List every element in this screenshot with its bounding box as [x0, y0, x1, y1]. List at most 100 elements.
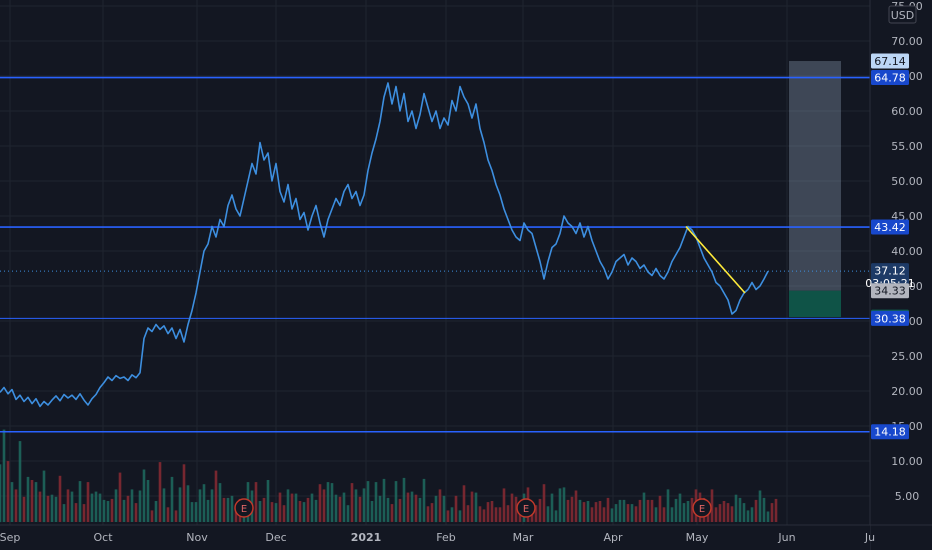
earnings-marker[interactable]: E [692, 498, 712, 518]
volume-bar [382, 478, 386, 522]
volume-bar [30, 480, 34, 522]
volume-bar [602, 507, 606, 522]
position-box[interactable] [789, 61, 841, 318]
volume-bar [258, 501, 262, 522]
earnings-label: E [241, 504, 247, 515]
volume-bar [666, 489, 670, 522]
price-tag-label: 34.33 [874, 285, 906, 298]
price-tick-label: 20.00 [891, 385, 923, 398]
volume-bar [214, 470, 218, 523]
volume-bar [722, 501, 726, 522]
yellow-trendline[interactable] [685, 225, 746, 294]
volume-bar [198, 489, 202, 522]
volume-bar [442, 495, 446, 523]
volume-bar [278, 492, 282, 522]
volume-bar [554, 510, 558, 522]
price-tick-label: 60.00 [891, 105, 923, 118]
volume-bar [774, 498, 778, 522]
volume-bar [622, 499, 626, 522]
price-tag: 34.33 [871, 283, 909, 299]
price-tag-bg [871, 219, 909, 235]
volume-bar [426, 506, 430, 523]
volume-bar [122, 499, 126, 522]
volume-bar [2, 429, 6, 522]
volume-bar [478, 506, 482, 523]
volume-bar [358, 496, 362, 522]
volume-bar [406, 492, 410, 522]
price-tag-label: 30.38 [874, 312, 906, 325]
volume-bar [294, 493, 298, 522]
price-tick-label: 55.00 [891, 140, 923, 153]
volume-bar [302, 502, 306, 522]
price-series-line [0, 82, 769, 408]
volume-bar [0, 464, 2, 523]
price-tag-label: 64.78 [874, 72, 906, 85]
volume-bar [486, 502, 490, 522]
volume-bar [146, 480, 150, 522]
price-tag-bg [871, 310, 909, 326]
volume-bar [94, 491, 98, 522]
volume-bar [558, 488, 562, 522]
volume-bar [670, 507, 674, 522]
volume-bar [326, 482, 330, 522]
time-tick-label: Ju [864, 531, 875, 544]
volume-bar [614, 504, 618, 522]
volume-bar [758, 490, 762, 522]
time-tick-label: Oct [93, 531, 113, 544]
price-tick-label: 10.00 [891, 455, 923, 468]
volume-bar [402, 477, 406, 522]
volume-bar [314, 499, 318, 522]
target-zone[interactable] [789, 61, 841, 291]
horizontal-levels[interactable] [0, 76, 870, 433]
volume-bar [162, 488, 166, 522]
earnings-marker[interactable]: E [516, 498, 536, 518]
earnings-marker[interactable]: E [234, 498, 254, 518]
volume-bar [342, 492, 346, 522]
time-axis-background[interactable] [0, 525, 870, 550]
price-tag-bg [871, 283, 909, 299]
volume-bar [726, 503, 730, 522]
volume-bar [662, 507, 666, 522]
volume-bar [142, 469, 146, 522]
volume-bar [102, 499, 106, 522]
volume-bar [42, 470, 46, 523]
price-tag-bg [871, 424, 909, 440]
volume-bar [266, 480, 270, 522]
earnings-label: E [699, 504, 705, 515]
volume-bar [190, 502, 194, 522]
volume-bar [174, 510, 178, 522]
volume-bar [366, 481, 370, 522]
volume-bar [490, 501, 494, 522]
volume-bar [742, 503, 746, 522]
volume-bar [630, 504, 634, 522]
volume-bar [686, 501, 690, 522]
trendline[interactable] [685, 225, 746, 294]
volume-bar [454, 495, 458, 523]
volume-bar [86, 482, 90, 522]
currency-label: USD [891, 9, 915, 22]
volume-bar [50, 494, 54, 522]
volume-bar [298, 501, 302, 522]
volume-bar [150, 510, 154, 522]
volume-bar [218, 483, 222, 522]
volume-bar [542, 484, 546, 522]
volume-bar [438, 489, 442, 522]
volume-bar [538, 498, 542, 522]
time-tick-label: May [686, 531, 709, 544]
volume-bar [534, 505, 538, 522]
earnings-circle [516, 498, 536, 518]
volume-bar [678, 493, 682, 522]
volume-bar [618, 499, 622, 522]
volume-bar [626, 504, 630, 522]
volume-bar [334, 494, 338, 522]
volume-bar [498, 507, 502, 522]
volume-bar [54, 496, 58, 522]
price-line [0, 82, 769, 408]
earnings-circle [234, 498, 254, 518]
volume-bar [138, 490, 142, 522]
volume-bar [210, 489, 214, 522]
currency-badge[interactable] [888, 5, 917, 24]
stop-zone[interactable] [789, 290, 841, 318]
